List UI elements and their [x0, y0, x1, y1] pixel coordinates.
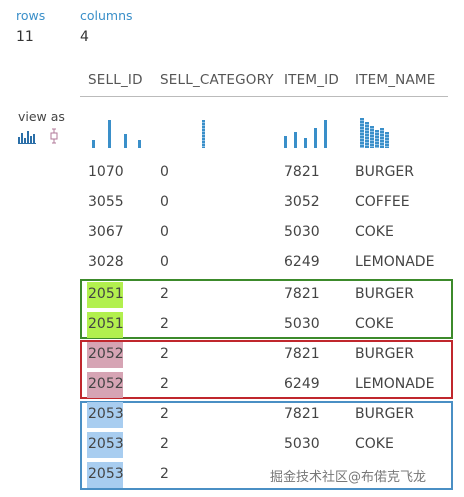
histogram-bar [360, 118, 364, 148]
histogram-bar [92, 140, 95, 148]
sell-category-cell: 2 [160, 466, 169, 482]
histogram-bar [380, 128, 384, 148]
item-name-histogram [360, 112, 400, 148]
watermark: 掘金技术社区@布偌克飞龙 [270, 470, 427, 485]
histogram-bar [138, 140, 141, 148]
item-id-cell: 7821 [284, 286, 320, 302]
histogram-bar [304, 138, 307, 148]
histogram-bar [108, 120, 111, 148]
histogram-view-icon[interactable] [18, 131, 36, 144]
sell-id-cell: 2053 [88, 406, 124, 422]
table-row: 2053 2 [0, 460, 464, 490]
sell-id-highlight [87, 342, 123, 368]
sell-id-cell: 2052 [88, 376, 124, 392]
group-box-2051 [80, 279, 453, 339]
table-row: 3067 0 5030 COKE [0, 218, 464, 248]
item-id-cell: 7821 [284, 406, 320, 422]
histogram-bar [375, 130, 379, 148]
sell-category-cell: 2 [160, 436, 169, 452]
sell-category-cell: 2 [160, 316, 169, 332]
sell-category-cell: 0 [160, 194, 169, 210]
item-id-cell: 5030 [284, 436, 320, 452]
histogram-bar [202, 120, 205, 148]
view-mode-switcher [18, 128, 62, 148]
histogram-bar [370, 126, 374, 148]
table-row: 2053 2 7821 BURGER [0, 400, 464, 430]
item-id-cell: 7821 [284, 164, 320, 180]
sell-category-cell: 2 [160, 346, 169, 362]
item-name-cell: BURGER [355, 346, 415, 362]
sell-id-cell: 2052 [88, 346, 124, 362]
item-name-cell: COFFEE [355, 194, 410, 210]
sell-category-cell: 2 [160, 286, 169, 302]
sell-category-cell: 0 [160, 254, 169, 270]
histogram-bar [124, 134, 127, 148]
sell-category-cell: 0 [160, 224, 169, 240]
sell-id-cell: 3028 [88, 254, 124, 270]
sell-id-highlight [87, 462, 123, 488]
rows-summary: rows 11 [16, 8, 45, 45]
item-id-cell: 5030 [284, 316, 320, 332]
table-row: 2051 2 5030 COKE [0, 310, 464, 340]
sell-id-cell: 3067 [88, 224, 124, 240]
sell-id-cell: 2053 [88, 466, 124, 482]
sell-id-highlight [87, 402, 123, 428]
sell-id-cell: 2051 [88, 316, 124, 332]
group-box-2053 [80, 401, 453, 490]
column-header-item-id[interactable]: ITEM_ID [284, 72, 339, 88]
table-row: 2053 2 5030 COKE [0, 430, 464, 460]
item-name-cell: COKE [355, 316, 394, 332]
view-as-label: view as [18, 109, 65, 124]
sell-id-highlight [87, 282, 123, 308]
item-id-cell: 7821 [284, 346, 320, 362]
table-row: 3055 0 3052 COFFEE [0, 188, 464, 218]
column-header-sell-id[interactable]: SELL_ID [88, 72, 143, 88]
columns-label: columns [80, 8, 133, 23]
table-row: 3028 0 6249 LEMONADE [0, 248, 464, 278]
sell-id-cell: 3055 [88, 194, 124, 210]
sell-category-cell: 2 [160, 376, 169, 392]
histogram-bar [324, 120, 327, 148]
sell-id-cell: 2053 [88, 436, 124, 452]
sell-id-cell: 2051 [88, 286, 124, 302]
item-name-cell: COKE [355, 436, 394, 452]
item-name-cell: LEMONADE [355, 254, 435, 270]
sell-category-histogram [160, 112, 220, 148]
column-header-item-name[interactable]: ITEM_NAME [355, 72, 436, 88]
column-header-sell-category[interactable]: SELL_CATEGORY [160, 72, 274, 88]
header-divider [80, 96, 448, 97]
sell-id-highlight [87, 432, 123, 458]
item-id-cell: 3052 [284, 194, 320, 210]
boxplot-view-icon[interactable] [50, 128, 58, 144]
sell-id-cell: 1070 [88, 164, 124, 180]
histogram-bar [385, 132, 389, 148]
item-name-cell: LEMONADE [355, 376, 435, 392]
rows-count: 11 [16, 29, 34, 45]
group-box-2052 [80, 340, 453, 399]
histogram-bar [365, 122, 369, 148]
sell-id-highlight [87, 372, 123, 398]
columns-count: 4 [80, 29, 89, 45]
item-id-cell: 6249 [284, 376, 320, 392]
item-name-cell: BURGER [355, 164, 415, 180]
item-id-cell: 5030 [284, 224, 320, 240]
table-row: 2051 2 7821 BURGER [0, 280, 464, 310]
item-name-cell: COKE [355, 224, 394, 240]
rows-label: rows [16, 8, 46, 23]
sell-category-cell: 0 [160, 164, 169, 180]
item-name-cell: BURGER [355, 406, 415, 422]
histogram-bar [284, 136, 287, 148]
item-id-cell: 6249 [284, 254, 320, 270]
table-row: 2052 2 6249 LEMONADE [0, 370, 464, 400]
histogram-bar [314, 128, 317, 148]
sell-category-cell: 2 [160, 406, 169, 422]
sell-id-highlight [87, 312, 123, 338]
columns-summary: columns 4 [80, 8, 133, 45]
table-row: 2052 2 7821 BURGER [0, 340, 464, 370]
sell-id-histogram [88, 112, 148, 148]
item-id-histogram [284, 112, 334, 148]
histogram-bar [294, 132, 297, 148]
item-name-cell: BURGER [355, 286, 415, 302]
table-row: 1070 0 7821 BURGER [0, 158, 464, 188]
